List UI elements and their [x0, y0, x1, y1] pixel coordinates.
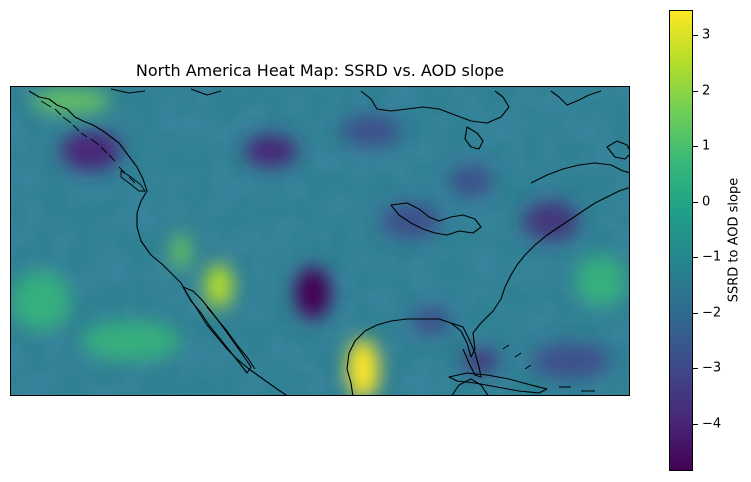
- colorbar-tick: [693, 257, 698, 259]
- st-lawrence-gulf: [530, 162, 629, 184]
- florida-peninsula: [450, 322, 482, 378]
- pacific-coastline: [28, 90, 287, 395]
- heatmap-texture: [341, 115, 401, 147]
- alaska-panhandle-islands: [40, 100, 136, 184]
- james-bay: [464, 126, 484, 150]
- heatmap-texture: [411, 307, 451, 335]
- colorbar-tick-label: 2: [702, 83, 711, 99]
- colorbar-ticks: 3 2 1 0 −1 −2 −3 −4: [693, 10, 733, 471]
- yucatan-coast: [451, 378, 489, 395]
- heatmap-texture: [81, 321, 181, 361]
- colorbar-tick: [693, 312, 698, 314]
- newfoundland: [606, 140, 629, 160]
- heatmap-region: [347, 339, 379, 395]
- colorbar-tick: [693, 201, 698, 203]
- colorbar-tick: [693, 146, 698, 148]
- colorbar-tick: [693, 90, 698, 92]
- heatmap-region: [245, 135, 297, 167]
- map-axes: [10, 86, 630, 396]
- heatmap-texture: [11, 271, 71, 331]
- hudson-bay-coast: [360, 90, 510, 124]
- colorbar-tick-label: −1: [702, 249, 722, 265]
- colorbar-tick: [693, 368, 698, 370]
- heatmap-texture: [523, 201, 579, 241]
- heatmap-region: [295, 267, 331, 319]
- colorbar-tick-label: 0: [702, 194, 711, 210]
- heatmap-texture: [449, 165, 493, 197]
- colorbar-tick: [693, 34, 698, 36]
- gulf-of-california-shore: [206, 306, 256, 370]
- colorbar-tick-label: −2: [702, 305, 722, 321]
- labrador-coast: [550, 90, 602, 106]
- great-lakes: [390, 202, 482, 236]
- colorbar-tick: [693, 423, 698, 425]
- heatmap-texture: [31, 89, 111, 113]
- colorbar-label: SSRD to AOD slope: [726, 177, 742, 303]
- heatmap-region: [61, 131, 121, 171]
- heatmap-region: [205, 264, 233, 308]
- colorbar: [669, 10, 693, 471]
- bahamas: [502, 344, 532, 370]
- vancouver-island: [120, 170, 146, 192]
- colorbar-tick-label: −4: [702, 416, 722, 432]
- map-title: North America Heat Map: SSRD vs. AOD slo…: [135, 61, 505, 80]
- heatmap-canvas: [11, 87, 629, 395]
- heatmap-texture: [381, 203, 441, 239]
- colorbar-tick-label: −3: [702, 360, 722, 376]
- arctic-islands: [110, 88, 222, 96]
- heatmap-texture: [575, 255, 627, 307]
- heatmap-texture: [531, 343, 611, 379]
- heatmap-texture: [171, 233, 191, 269]
- cuba-coast: [448, 372, 548, 394]
- gulf-coastline: [346, 187, 629, 395]
- colorbar-tick-label: 1: [702, 138, 711, 154]
- caribbean-islands: [559, 386, 595, 392]
- colorbar-tick-label: 3: [702, 27, 711, 43]
